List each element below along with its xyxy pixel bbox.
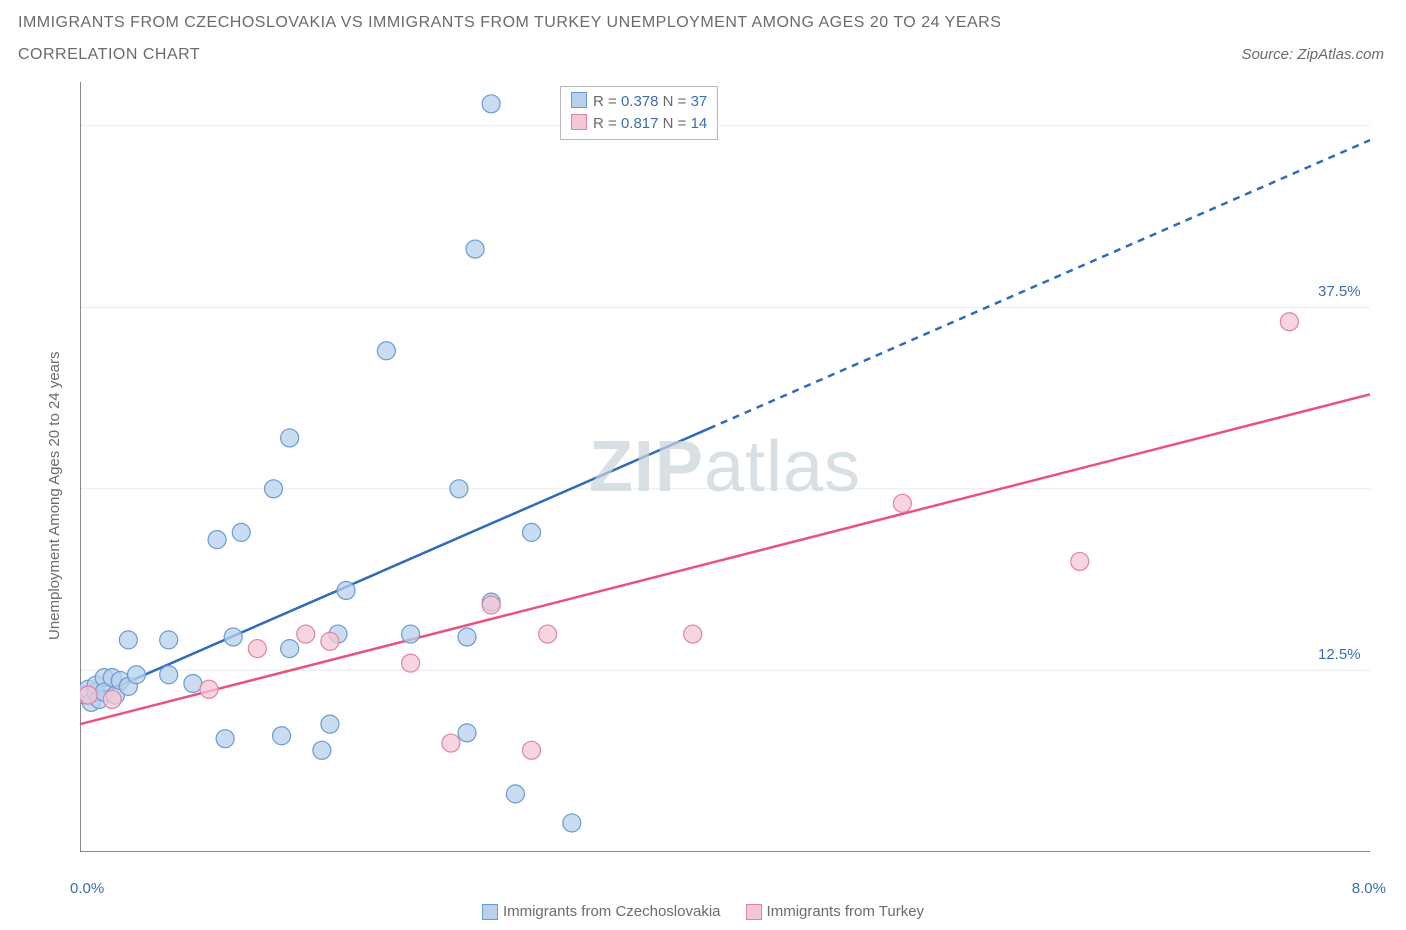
scatter-point bbox=[248, 640, 266, 658]
scatter-point bbox=[281, 429, 299, 447]
scatter-point bbox=[103, 690, 121, 708]
scatter-point bbox=[402, 625, 420, 643]
legend-swatch bbox=[746, 904, 762, 920]
scatter-point bbox=[402, 654, 420, 672]
scatter-point bbox=[1280, 313, 1298, 331]
x-tick-label-max: 8.0% bbox=[1352, 880, 1386, 897]
scatter-point bbox=[127, 666, 145, 684]
scatter-point bbox=[337, 581, 355, 599]
scatter-point bbox=[893, 494, 911, 512]
x-tick-label-min: 0.0% bbox=[70, 880, 104, 897]
y-tick-label: 12.5% bbox=[1318, 646, 1361, 663]
chart-title-line1: IMMIGRANTS FROM CZECHOSLOVAKIA VS IMMIGR… bbox=[18, 14, 1001, 32]
legend-swatch bbox=[571, 92, 587, 108]
bottom-legend: Immigrants from Czechoslovakia Immigrant… bbox=[0, 903, 1406, 920]
scatter-point bbox=[119, 631, 137, 649]
scatter-point bbox=[232, 523, 250, 541]
scatter-point bbox=[466, 240, 484, 258]
scatter-point bbox=[1071, 552, 1089, 570]
stats-row: R = 0.817 N = 14 bbox=[571, 113, 707, 135]
scatter-point bbox=[482, 95, 500, 113]
scatter-point bbox=[216, 730, 234, 748]
source-attribution: Source: ZipAtlas.com bbox=[1241, 46, 1384, 63]
scatter-point bbox=[265, 480, 283, 498]
scatter-point bbox=[450, 480, 468, 498]
scatter-point bbox=[458, 724, 476, 742]
scatter-point bbox=[224, 628, 242, 646]
scatter-point bbox=[442, 734, 460, 752]
y-tick-label: 37.5% bbox=[1318, 283, 1361, 300]
scatter-point bbox=[281, 640, 299, 658]
chart-svg bbox=[80, 82, 1370, 852]
legend-label: Immigrants from Turkey bbox=[767, 903, 925, 920]
y-axis-label: Unemployment Among Ages 20 to 24 years bbox=[46, 351, 63, 640]
legend-swatch bbox=[482, 904, 498, 920]
scatter-point bbox=[563, 814, 581, 832]
scatter-point bbox=[200, 680, 218, 698]
scatter-point bbox=[321, 632, 339, 650]
stats-row: R = 0.378 N = 37 bbox=[571, 91, 707, 113]
legend-swatch bbox=[571, 114, 587, 130]
scatter-point bbox=[208, 531, 226, 549]
stats-legend-box: R = 0.378 N = 37R = 0.817 N = 14 bbox=[560, 86, 718, 140]
scatter-point bbox=[482, 596, 500, 614]
scatter-point bbox=[684, 625, 702, 643]
scatter-point bbox=[523, 741, 541, 759]
scatter-point bbox=[377, 342, 395, 360]
chart-title-line2: CORRELATION CHART bbox=[18, 46, 200, 64]
scatter-point bbox=[80, 686, 97, 704]
scatter-point bbox=[458, 628, 476, 646]
chart-plot-area: ZIPatlas R = 0.378 N = 37R = 0.817 N = 1… bbox=[80, 82, 1370, 852]
scatter-point bbox=[313, 741, 331, 759]
scatter-point bbox=[321, 715, 339, 733]
scatter-point bbox=[506, 785, 524, 803]
scatter-point bbox=[523, 523, 541, 541]
scatter-point bbox=[297, 625, 315, 643]
scatter-point bbox=[539, 625, 557, 643]
scatter-point bbox=[273, 727, 291, 745]
scatter-point bbox=[160, 666, 178, 684]
legend-label: Immigrants from Czechoslovakia bbox=[503, 903, 721, 920]
scatter-point bbox=[184, 674, 202, 692]
scatter-point bbox=[160, 631, 178, 649]
